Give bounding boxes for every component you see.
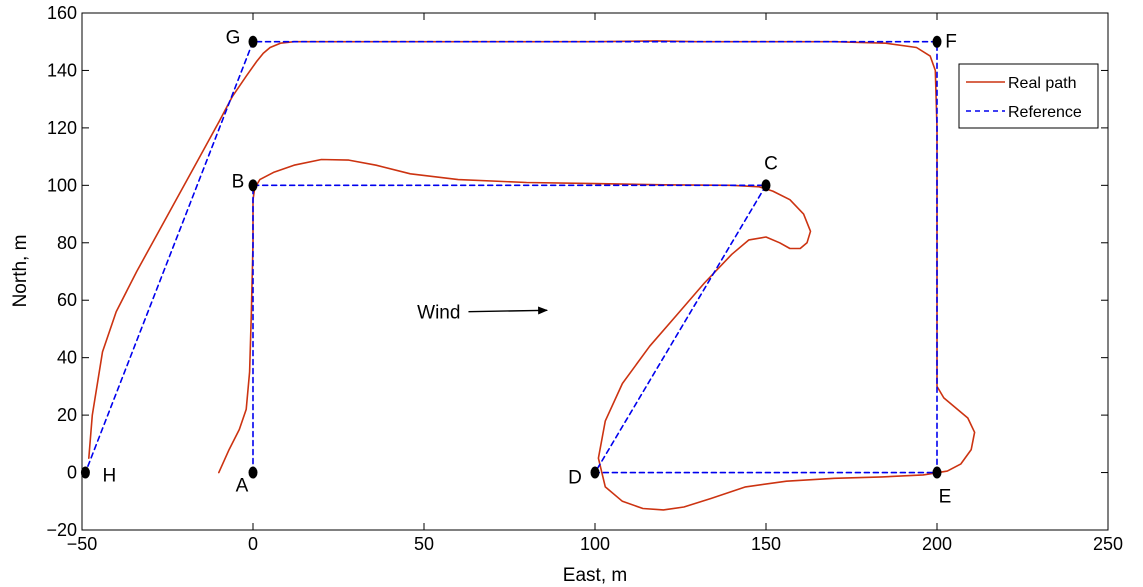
waypoint-label-h: H	[103, 466, 117, 487]
waypoint-marker-e	[932, 466, 942, 479]
wind-arrow	[468, 306, 549, 315]
legend-box	[958, 63, 1099, 129]
y-tick-label: 100	[47, 175, 77, 195]
waypoint-marker-f	[932, 35, 942, 48]
annotation-layer: Wind	[417, 303, 549, 324]
waypoint-marker-g	[248, 35, 258, 48]
wind-label: Wind	[417, 303, 460, 324]
x-tick-label: 150	[751, 534, 781, 554]
waypoint-label-g: G	[226, 28, 241, 49]
x-tick-label: 250	[1093, 534, 1123, 554]
x-tick-label: 0	[248, 534, 258, 554]
y-tick-label: 140	[47, 60, 77, 80]
y-tick-label: 160	[47, 3, 77, 23]
y-tick-label: 40	[57, 348, 77, 368]
y-tick-label: 60	[57, 290, 77, 310]
waypoint-layer: A B C D E F G H	[80, 28, 957, 508]
legend-label-real-path: Real path	[1008, 75, 1077, 92]
y-axis-label: North, m	[10, 235, 31, 308]
waypoint-marker-c	[761, 179, 771, 192]
x-tick-label: 200	[922, 534, 952, 554]
waypoint-label-a: A	[236, 476, 249, 497]
waypoint-label-d: D	[568, 468, 582, 489]
legend: Real path Reference	[958, 63, 1099, 129]
waypoint-marker-b	[248, 179, 258, 192]
waypoint-label-f: F	[945, 32, 957, 53]
waypoint-label-b: B	[232, 171, 245, 192]
tick-layer: −50 0 50 100 150 200 250 −20 0 20 40 60 80 100 120 140 1…	[46, 3, 1123, 554]
waypoint-marker-a	[248, 466, 258, 479]
series-line-reference	[84, 40, 938, 474]
legend-label-reference: Reference	[1008, 104, 1082, 121]
waypoint-marker-d	[590, 466, 600, 479]
waypoint-label-c: C	[764, 153, 778, 174]
y-tick-label: −20	[46, 520, 77, 540]
y-tick-label: 20	[57, 405, 77, 425]
y-tick-label: 0	[67, 463, 77, 483]
x-tick-label: −50	[67, 534, 98, 554]
y-tick-label: 80	[57, 233, 77, 253]
series-line-real-path	[88, 40, 976, 511]
x-tick-label: 100	[580, 534, 610, 554]
x-tick-label: 50	[414, 534, 434, 554]
series-layer	[84, 40, 976, 511]
x-axis-label: East, m	[563, 565, 627, 586]
waypoint-label-e: E	[939, 487, 952, 508]
y-tick-label: 120	[47, 118, 77, 138]
